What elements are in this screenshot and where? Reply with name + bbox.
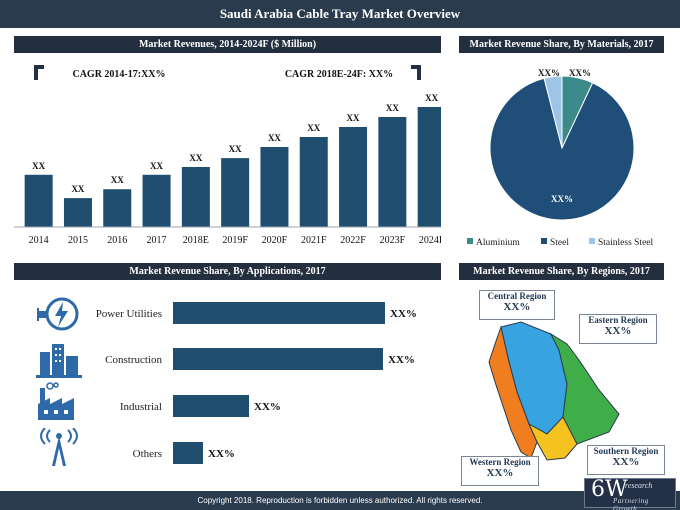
pie-slice [543,75,563,149]
revenue-bar [24,174,53,227]
cagr-right-label: CAGR 2018E-24F: XX% [285,69,393,80]
revenue-bar [299,137,328,227]
application-bar [173,395,249,417]
revenue-category-label: 2021F [301,235,327,246]
revenue-data-label: XX [425,93,438,103]
cagr-right-bracket [411,65,421,80]
revenue-category-label: 2016 [107,235,127,246]
cagr-left-bracket [34,65,44,80]
revenue-bar [221,158,250,227]
region-name: Southern Region [593,446,659,456]
company-logo: 6W research Partnering Growth [584,477,676,510]
map-region-southern [527,416,578,461]
legend-label: Aluminium [476,238,520,248]
region-label-western: Western Region XX% [461,456,539,486]
application-data-label: XX% [208,448,235,460]
revenue-data-label: XX [32,161,45,171]
power-utilities-icon [37,297,79,331]
construction-icon [36,344,82,378]
applications-panel-title: Market Revenue Share, By Applications, 2… [14,263,441,280]
revenue-category-label: 2023F [380,235,406,246]
legend-swatch [589,238,595,244]
legend-label: Steel [550,238,569,248]
regions-map: Central Region XX% Eastern Region XX% We… [459,282,665,487]
pie-data-label: XX% [569,68,591,78]
revenue-data-label: XX [386,103,399,113]
revenue-chart: CAGR 2014-17:XX% CAGR 2018E-24F: XX% XX 2… [14,65,441,246]
application-label: Construction [105,354,162,366]
application-bar [173,302,385,324]
region-label-eastern: Eastern Region XX% [579,314,657,344]
revenue-data-label: XX [71,184,84,194]
revenue-category-label: 2015 [68,235,88,246]
revenue-bar [142,174,171,227]
application-data-label: XX% [254,401,281,413]
revenue-bar [181,167,210,227]
region-label-southern: Southern Region XX% [587,445,665,475]
application-data-label: XX% [388,354,415,366]
application-label: Others [133,448,162,460]
revenue-data-label: XX [347,113,360,123]
revenue-data-label: XX [268,133,281,143]
revenue-data-label: XX [307,123,320,133]
revenue-category-label: 2022F [340,235,366,246]
logo-tag: Partnering Growth [613,497,649,510]
region-name: Eastern Region [588,315,648,325]
page-title: Saudi Arabia Cable Tray Market Overview [0,0,680,28]
region-name: Central Region [487,291,547,301]
saudi-arabia-map [488,321,620,461]
applications-chart: Power Utilities XX% Construction XX% Industr… [14,282,441,487]
revenue-bar [417,107,441,227]
footer-copyright: Copyright 2018. Reproduction is forbidde… [0,491,680,510]
revenue-category-label: 2019F [222,235,248,246]
region-value: XX% [604,325,632,337]
region-value: XX% [503,301,531,313]
materials-panel-title: Market Revenue Share, By Materials, 2017 [459,36,664,53]
industrial-icon [38,382,74,420]
region-value: XX% [612,456,640,468]
region-label-central: Central Region XX% [479,290,555,320]
regions-panel-title: Market Revenue Share, By Regions, 2017 [459,263,664,280]
legend-swatch [541,238,547,244]
revenue-data-label: XX [150,161,163,171]
revenue-category-label: 2018E [183,235,209,246]
revenue-category-label: 2024F [419,235,441,246]
revenue-data-label: XX [189,153,202,163]
revenue-category-label: 2017 [147,235,167,246]
legend-swatch [467,238,473,244]
region-value: XX% [486,467,514,479]
revenue-bar [63,198,92,227]
materials-pie-chart: XX% XX% XX% Aluminium Steel Stainless Steel [467,68,654,248]
application-data-label: XX% [390,308,417,320]
logo-main: 6W [591,477,628,502]
revenue-panel-title: Market Revenues, 2014-2024F ($ Million) [14,36,441,53]
application-label: Power Utilities [96,308,162,320]
cagr-left-label: CAGR 2014-17:XX% [72,69,165,80]
others-icon [40,428,78,466]
application-bar [173,442,203,464]
revenue-bar [103,189,132,227]
revenue-category-label: 2020F [262,235,288,246]
application-bar [173,348,383,370]
revenue-data-label: XX [111,175,124,185]
revenue-bar [339,127,368,227]
revenue-data-label: XX [229,144,242,154]
pie-data-label: XX% [538,68,560,78]
revenue-bar [378,117,407,227]
region-name: Western Region [469,457,531,467]
application-label: Industrial [120,401,162,413]
pie-data-label: XX% [551,194,573,204]
legend-label: Stainless Steel [598,238,654,248]
map-region-eastern [549,332,620,445]
revenue-bar [260,147,289,227]
revenue-category-label: 2014 [29,235,49,246]
pie-slice [489,77,635,221]
logo-sup: research [625,481,653,490]
